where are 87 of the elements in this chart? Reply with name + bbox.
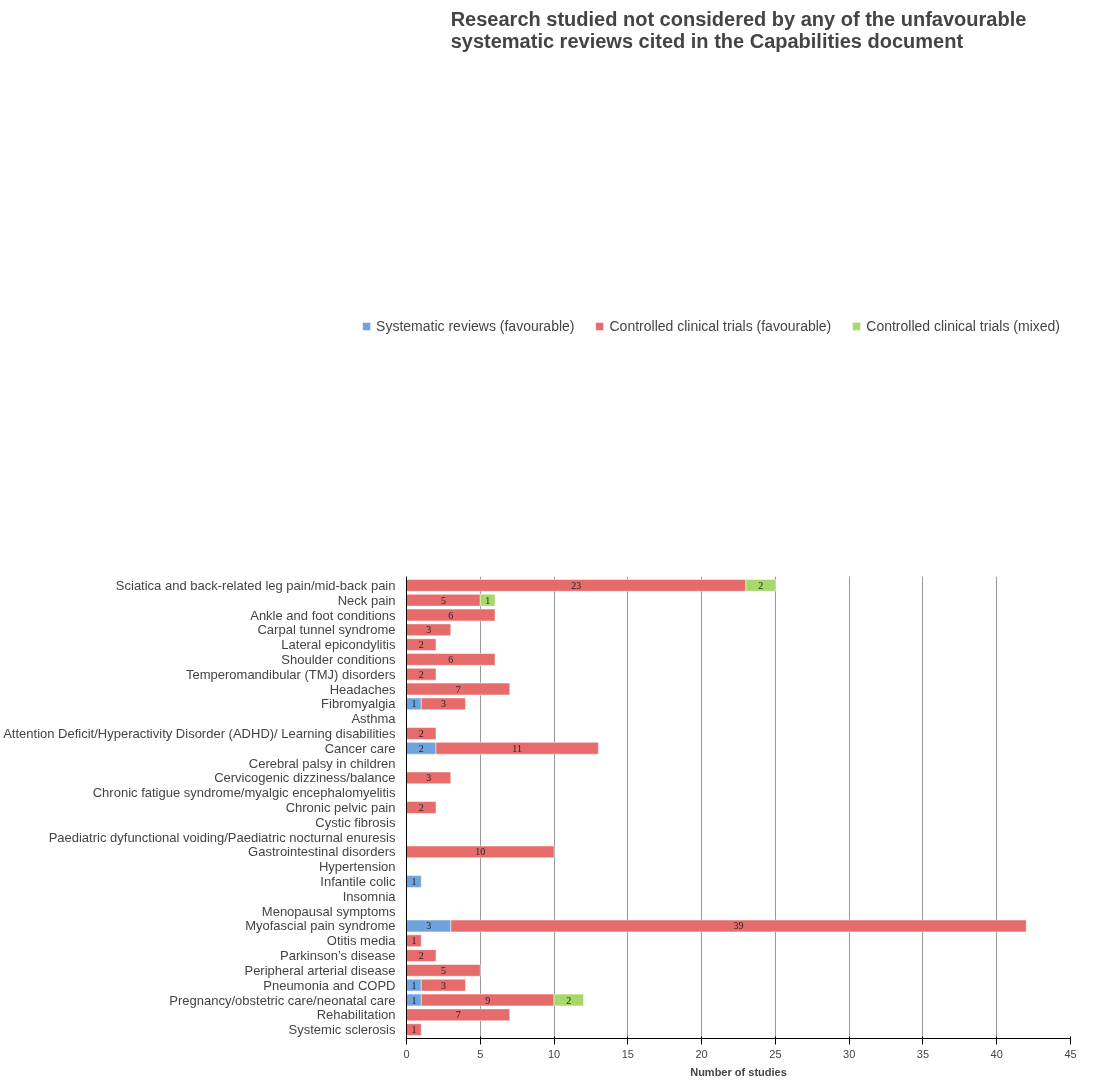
data-label: 2 [758,579,764,591]
y-tick-label: Cervicogenic dizziness/balance [214,770,396,786]
data-label: 23 [571,579,582,591]
y-tick-label: Ankle and foot conditions [250,607,396,623]
x-tick-label: 10 [547,1047,561,1060]
data-label: 5 [440,594,446,606]
x-tick-label: 5 [477,1047,484,1060]
y-tick-label: Carpal tunnel syndrome [257,622,396,638]
data-label: 2 [566,994,572,1006]
x-tick-label: 15 [621,1047,634,1060]
data-label: 2 [418,727,424,739]
data-label: 2 [418,668,424,680]
data-label: 7 [455,683,461,695]
y-tick-label: Chronic pelvic pain [285,800,396,815]
data-label: 5 [440,964,446,976]
data-label: 1 [411,698,417,710]
data-label: 3 [426,920,432,932]
y-tick-label: Myofascial pain syndrome [245,918,396,934]
data-label: 6 [448,609,454,621]
y-tick-label: Neck pain [337,592,396,608]
y-tick-label: Cancer care [324,740,396,756]
bar [406,638,437,651]
x-tick-label: 20 [695,1047,708,1060]
x-axis-title: Number of studies [690,1065,787,1078]
x-tick-label: 40 [990,1047,1003,1060]
y-tick-label: Otitis media [326,933,397,949]
y-tick-label: Attention Deficit/Hyperactivity Disorder (ADHD)/ Learning disabilities [3,725,396,741]
data-label: 2 [418,802,424,813]
y-tick-label: Shoulder conditions [281,651,396,667]
y-tick-label: Parkinson’s disease [280,948,396,964]
x-tick-label: 30 [843,1047,856,1060]
y-tick-label: Chronic fatigue syndrome/myalgic encephalomyelitis [92,785,396,801]
data-label: 1 [411,994,417,1006]
y-tick-label: Asthma [351,711,397,727]
legend-label: Systematic reviews (favourable) [376,318,575,334]
bar [406,1023,422,1036]
y-tick-label: Insomnia [342,888,397,904]
y-tick-label: Rehabilitation [316,1007,396,1023]
bar [406,727,437,740]
y-tick-label: Lateral epicondylitis [281,637,396,653]
bar [406,845,555,859]
y-tick-label: Hypertension [318,859,396,875]
bar [406,964,481,977]
data-label: 11 [512,742,522,754]
data-label: 7 [455,1009,461,1021]
data-label: 1 [411,979,417,991]
data-label: 3 [426,624,432,636]
data-label: 9 [485,994,491,1006]
y-tick-label: Temperomandibular (TMJ) disorders [185,666,396,682]
data-label: 39 [733,920,744,932]
bar [406,771,452,785]
data-label: 1 [411,935,417,947]
data-label: 3 [426,772,432,784]
y-tick-label: Systemic sclerosis [288,1022,396,1038]
data-label: 2 [418,950,424,962]
y-tick-label: Pregnancy/obstetric care/neonatal care [169,992,396,1008]
data-label: 3 [440,698,446,710]
data-label: 1 [485,594,491,606]
bar [406,653,496,666]
x-tick-label: 35 [916,1047,930,1060]
y-tick-label: Gastrointestinal disorders [248,844,396,860]
legend-label: Controlled clinical trials (mixed) [866,318,1060,334]
y-tick-label: Menopausal symptoms [261,903,396,919]
x-tick-label: 25 [769,1047,782,1060]
data-label: 10 [475,846,486,858]
x-tick-label: 0 [403,1047,410,1060]
data-label: 1 [411,876,417,888]
chart-title: Research studied not considered by any of the unfavourable systematic reviews cited in the Capabilities document [450,7,1027,52]
y-tick-label: Infantile colic [320,874,396,890]
y-tick-label: Headaches [329,681,396,697]
y-tick-label: Fibromyalgia [321,696,397,712]
legend-label: Controlled clinical trials (favourable) [609,318,832,334]
y-tick-label: Paediatric dyfunctional voiding/Paediatric nocturnal enuresis [48,829,396,845]
data-label: 6 [448,653,454,665]
data-label: 2 [418,639,424,651]
data-label: 2 [418,742,424,754]
data-label: 3 [440,979,446,991]
y-tick-label: Sciatica and back-related leg pain/mid-back pain [115,577,396,593]
data-label: 1 [411,1024,417,1036]
y-tick-label: Cerebral palsy in children [248,755,396,771]
y-tick-label: Peripheral arterial disease [244,962,396,978]
x-tick-label: 45 [1064,1047,1077,1060]
y-tick-label: Pneumonia and COPD [263,977,396,993]
bar [406,801,437,814]
bar [406,949,437,962]
y-tick-label: Cystic fibrosis [315,814,396,830]
bar [406,875,422,888]
